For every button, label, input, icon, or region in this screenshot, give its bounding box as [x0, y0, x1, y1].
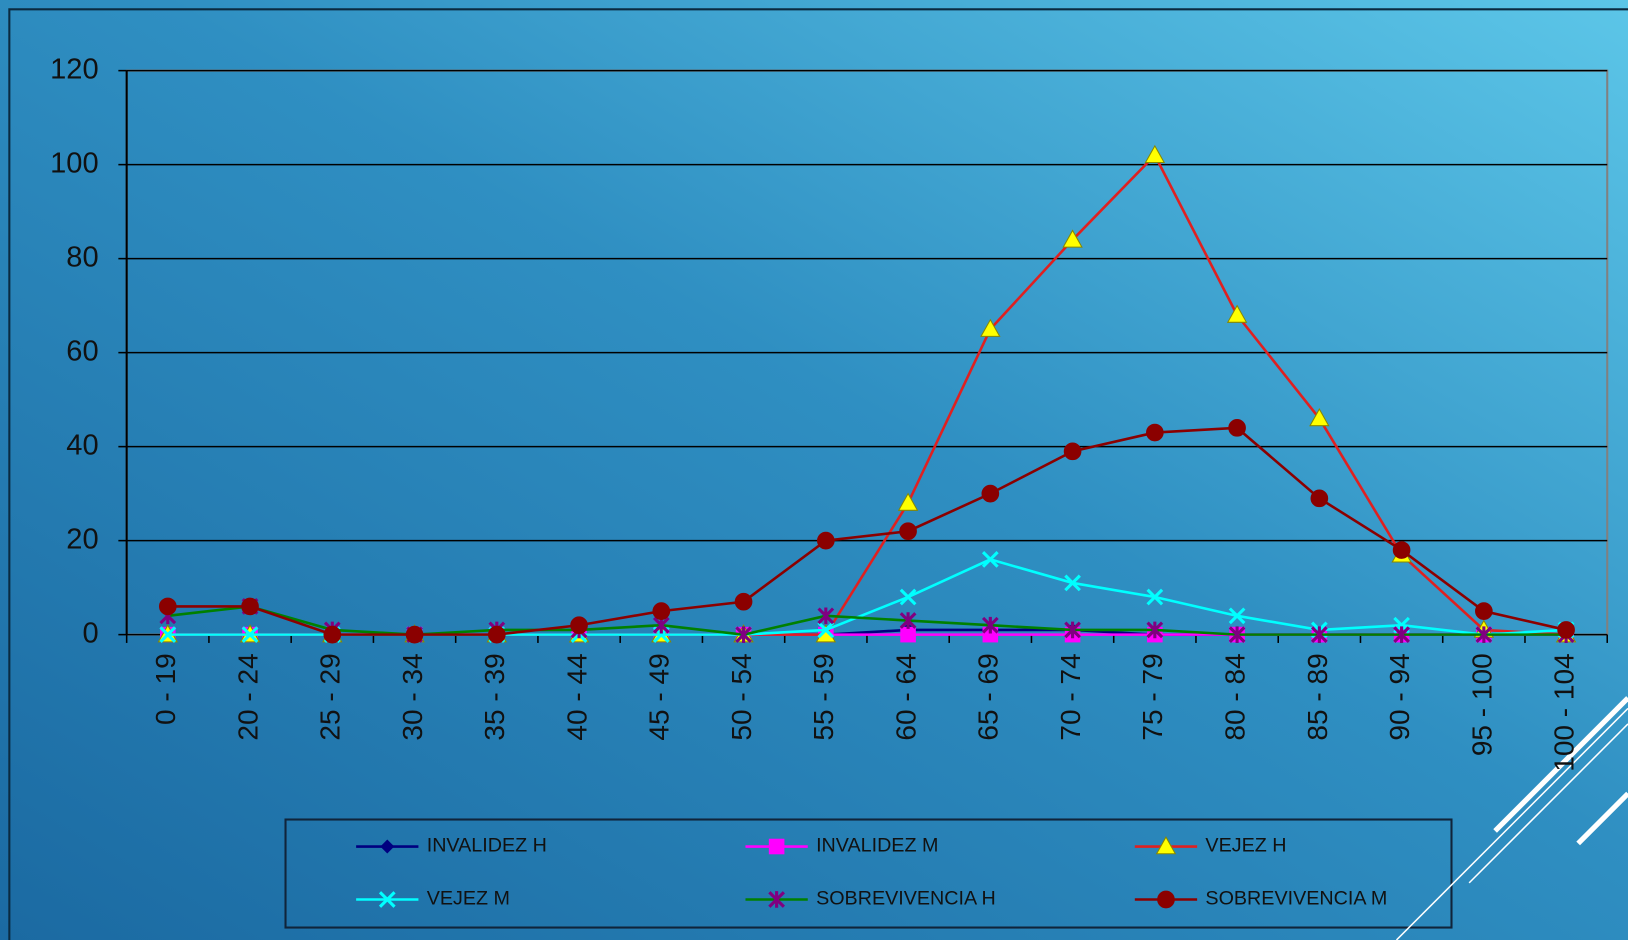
marker: [1146, 621, 1164, 639]
marker: [380, 839, 395, 854]
x-tick-label: 20 - 24: [232, 653, 263, 740]
marker: [1557, 621, 1575, 639]
x-tick-label: 90 - 94: [1384, 653, 1415, 740]
marker: [817, 621, 835, 639]
x-tick-label: 80 - 84: [1220, 653, 1251, 740]
marker: [1228, 607, 1246, 625]
legend-label: VEJEZ H: [1205, 835, 1286, 857]
marker: [1157, 890, 1175, 909]
decoration: [1395, 696, 1628, 940]
legend-item: VEJEZ M: [356, 888, 510, 910]
marker: [1063, 442, 1082, 461]
marker: [897, 492, 919, 511]
marker: [323, 625, 342, 644]
legend-item: INVALIDEZ M: [745, 835, 938, 857]
legend-label: VEJEZ M: [427, 888, 510, 910]
x-tick-label: 0 - 19: [150, 653, 181, 725]
marker: [1310, 489, 1329, 508]
x-tick-label: 30 - 34: [397, 653, 428, 740]
marker: [159, 626, 177, 644]
x-tick-label: 60 - 64: [890, 653, 921, 740]
marker: [981, 551, 999, 568]
marker: [735, 626, 752, 644]
series-line: [167, 426, 1567, 636]
marker: [817, 607, 835, 625]
marker: [768, 891, 785, 908]
marker: [378, 891, 396, 908]
frame: [8, 8, 1628, 940]
x-tick-label: 100 - 104: [1549, 653, 1580, 771]
marker: [980, 318, 1001, 337]
legend-label: INVALIDEZ M: [816, 835, 938, 857]
marker: [1146, 423, 1164, 442]
x-tick-label: 50 - 54: [726, 653, 757, 740]
y-tick-label: 20: [66, 523, 98, 555]
x-tick-label: 70 - 74: [1055, 653, 1086, 740]
marker: [1155, 836, 1177, 855]
marker: [158, 597, 177, 616]
marker: [1228, 419, 1246, 437]
legend-item: SOBREVIVENCIA M: [1134, 888, 1387, 910]
marker: [981, 616, 999, 634]
marker: [1309, 408, 1330, 427]
legend-label: SOBREVIVENCIA M: [1205, 888, 1387, 910]
marker: [900, 626, 916, 643]
y-tick-label: 120: [50, 53, 98, 85]
marker: [1146, 588, 1164, 606]
legend-box: [284, 818, 1453, 929]
marker: [1064, 621, 1081, 639]
marker: [487, 625, 506, 644]
marker: [981, 484, 1000, 503]
marker: [241, 597, 259, 616]
marker: [652, 602, 671, 620]
x-tick-label: 85 - 89: [1302, 653, 1333, 740]
x-tick-label: 25 - 29: [315, 653, 346, 740]
y-tick-label: 80: [66, 241, 98, 273]
marker: [899, 612, 917, 629]
y-tick-label: 100: [50, 147, 98, 179]
legend-item: VEJEZ H: [1134, 835, 1287, 857]
marker: [570, 616, 588, 635]
marker: [816, 531, 835, 550]
x-tick-label: 95 - 100: [1466, 653, 1497, 756]
marker: [734, 592, 753, 611]
y-tick-label: 60: [66, 335, 98, 367]
legend-label: INVALIDEZ H: [427, 835, 547, 857]
marker: [241, 626, 259, 644]
marker: [1475, 626, 1493, 644]
x-tick-label: 35 - 39: [479, 653, 510, 740]
marker: [1392, 541, 1411, 559]
x-tick-label: 45 - 49: [644, 653, 675, 740]
x-tick-label: 55 - 59: [808, 653, 839, 740]
marker: [1393, 626, 1410, 644]
legend-item: INVALIDEZ H: [356, 835, 547, 857]
y-tick-label: 0: [82, 617, 98, 649]
x-tick-label: 65 - 69: [973, 653, 1004, 740]
legend-item: SOBREVIVENCIA H: [745, 888, 996, 910]
x-tick-label: 40 - 44: [561, 653, 592, 740]
x-tick-label: 75 - 79: [1137, 653, 1168, 740]
marker: [899, 522, 917, 541]
marker: [1144, 144, 1166, 164]
marker: [1475, 602, 1493, 620]
marker: [1062, 229, 1083, 248]
y-tick-label: 40: [66, 429, 98, 461]
marker: [1226, 304, 1248, 323]
marker: [899, 588, 917, 606]
marker: [1064, 574, 1081, 592]
legend-label: SOBREVIVENCIA H: [816, 888, 996, 910]
marker: [1228, 626, 1246, 644]
marker: [1310, 626, 1328, 644]
marker: [405, 625, 424, 644]
marker: [768, 838, 785, 855]
series: [158, 419, 1575, 644]
